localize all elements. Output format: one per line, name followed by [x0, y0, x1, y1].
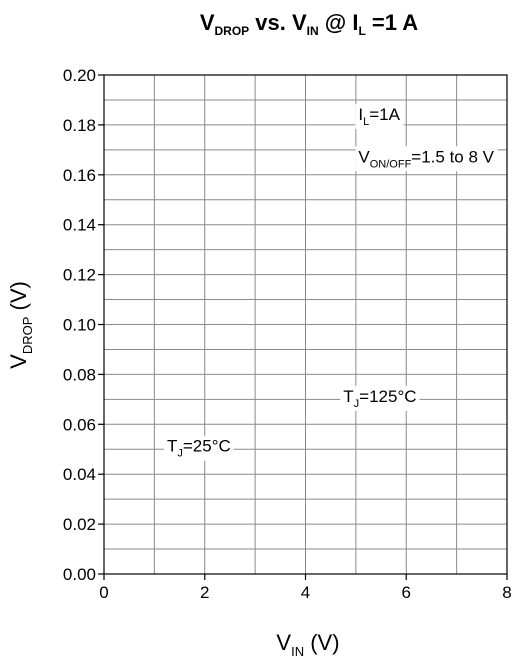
y-axis-title-v: V: [6, 354, 31, 369]
x-tick-label: 6: [402, 583, 411, 602]
title-vs-v: vs. V: [249, 10, 307, 35]
annotation-background: [340, 385, 420, 411]
annotation-text: TJ=25°C: [167, 437, 231, 460]
y-tick-label: 0.00: [63, 565, 96, 584]
y-tick-label: 0.12: [63, 266, 96, 285]
annotation-background: [163, 435, 234, 461]
annotation-symbol: T: [167, 437, 177, 456]
y-axis-title-unit: (V): [6, 281, 31, 316]
annotation-value: =1.5 to 8 V: [411, 147, 494, 166]
y-axis-ticks: 0.00 0.02 0.04 0.06 0.08 0.10 0.12 0.14 0.16 0.18…: [63, 66, 104, 584]
y-axis-title-sub: DROP: [20, 317, 35, 355]
y-tick-label: 0.20: [63, 66, 96, 85]
chart-title: VDROP vs. VIN @ IL =1 A: [200, 10, 418, 38]
annotation-tj-25: TJ=25°C: [163, 435, 234, 461]
title-v: V: [200, 10, 215, 35]
y-tick-label: 0.06: [63, 415, 96, 434]
y-tick-label: 0.18: [63, 116, 96, 135]
y-tick-label: 0.08: [63, 365, 96, 384]
y-tick-label: 0.02: [63, 515, 96, 534]
annotation-subscript: J: [177, 448, 183, 460]
x-axis-title-sub: IN: [291, 644, 304, 659]
y-tick-label: 0.16: [63, 166, 96, 185]
x-axis-title: VIN (V): [276, 630, 339, 659]
x-axis-title-v: V: [276, 630, 291, 655]
annotation-symbol: I: [358, 105, 363, 124]
annotation-text: IL=1A: [358, 105, 400, 128]
title-drop-sub: DROP: [215, 24, 250, 38]
y-tick-label: 0.04: [63, 465, 96, 484]
x-tick-label: 0: [99, 583, 108, 602]
annotation-value: =1A: [369, 105, 400, 124]
title-at-i: @ I: [319, 10, 359, 35]
annotation-background: [355, 103, 404, 129]
x-axis-title-unit: (V): [304, 630, 339, 655]
annotation-text: TJ=125°C: [343, 387, 416, 410]
annotation-background: [355, 146, 498, 172]
x-tick-label: 4: [301, 583, 310, 602]
annotation-symbol: T: [343, 387, 353, 406]
annotation-value: =25°C: [183, 437, 231, 456]
y-tick-label: 0.10: [63, 316, 96, 335]
x-tick-label: 8: [502, 583, 511, 602]
annotation-tj-125: TJ=125°C: [340, 385, 420, 411]
annotation-text: VON/OFF=1.5 to 8 V: [358, 147, 494, 170]
y-axis-title: VDROP (V): [6, 281, 35, 369]
title-l-sub: L: [358, 24, 365, 38]
annotation-value: =125°C: [359, 387, 416, 406]
annotation-subscript: L: [363, 116, 369, 128]
annotation-subscript: J: [354, 398, 360, 410]
y-tick-label: 0.14: [63, 216, 96, 235]
annotation-subscript: ON/OFF: [370, 158, 412, 170]
x-axis-ticks: 0 2 4 6 8: [99, 574, 512, 602]
title-current: =1 A: [366, 10, 418, 35]
annotation-cond-il: IL=1A: [355, 103, 404, 129]
title-in-sub: IN: [307, 24, 319, 38]
annotation-symbol: V: [358, 147, 370, 166]
annotation-cond-von: VON/OFF=1.5 to 8 V: [355, 146, 498, 172]
x-tick-label: 2: [200, 583, 209, 602]
